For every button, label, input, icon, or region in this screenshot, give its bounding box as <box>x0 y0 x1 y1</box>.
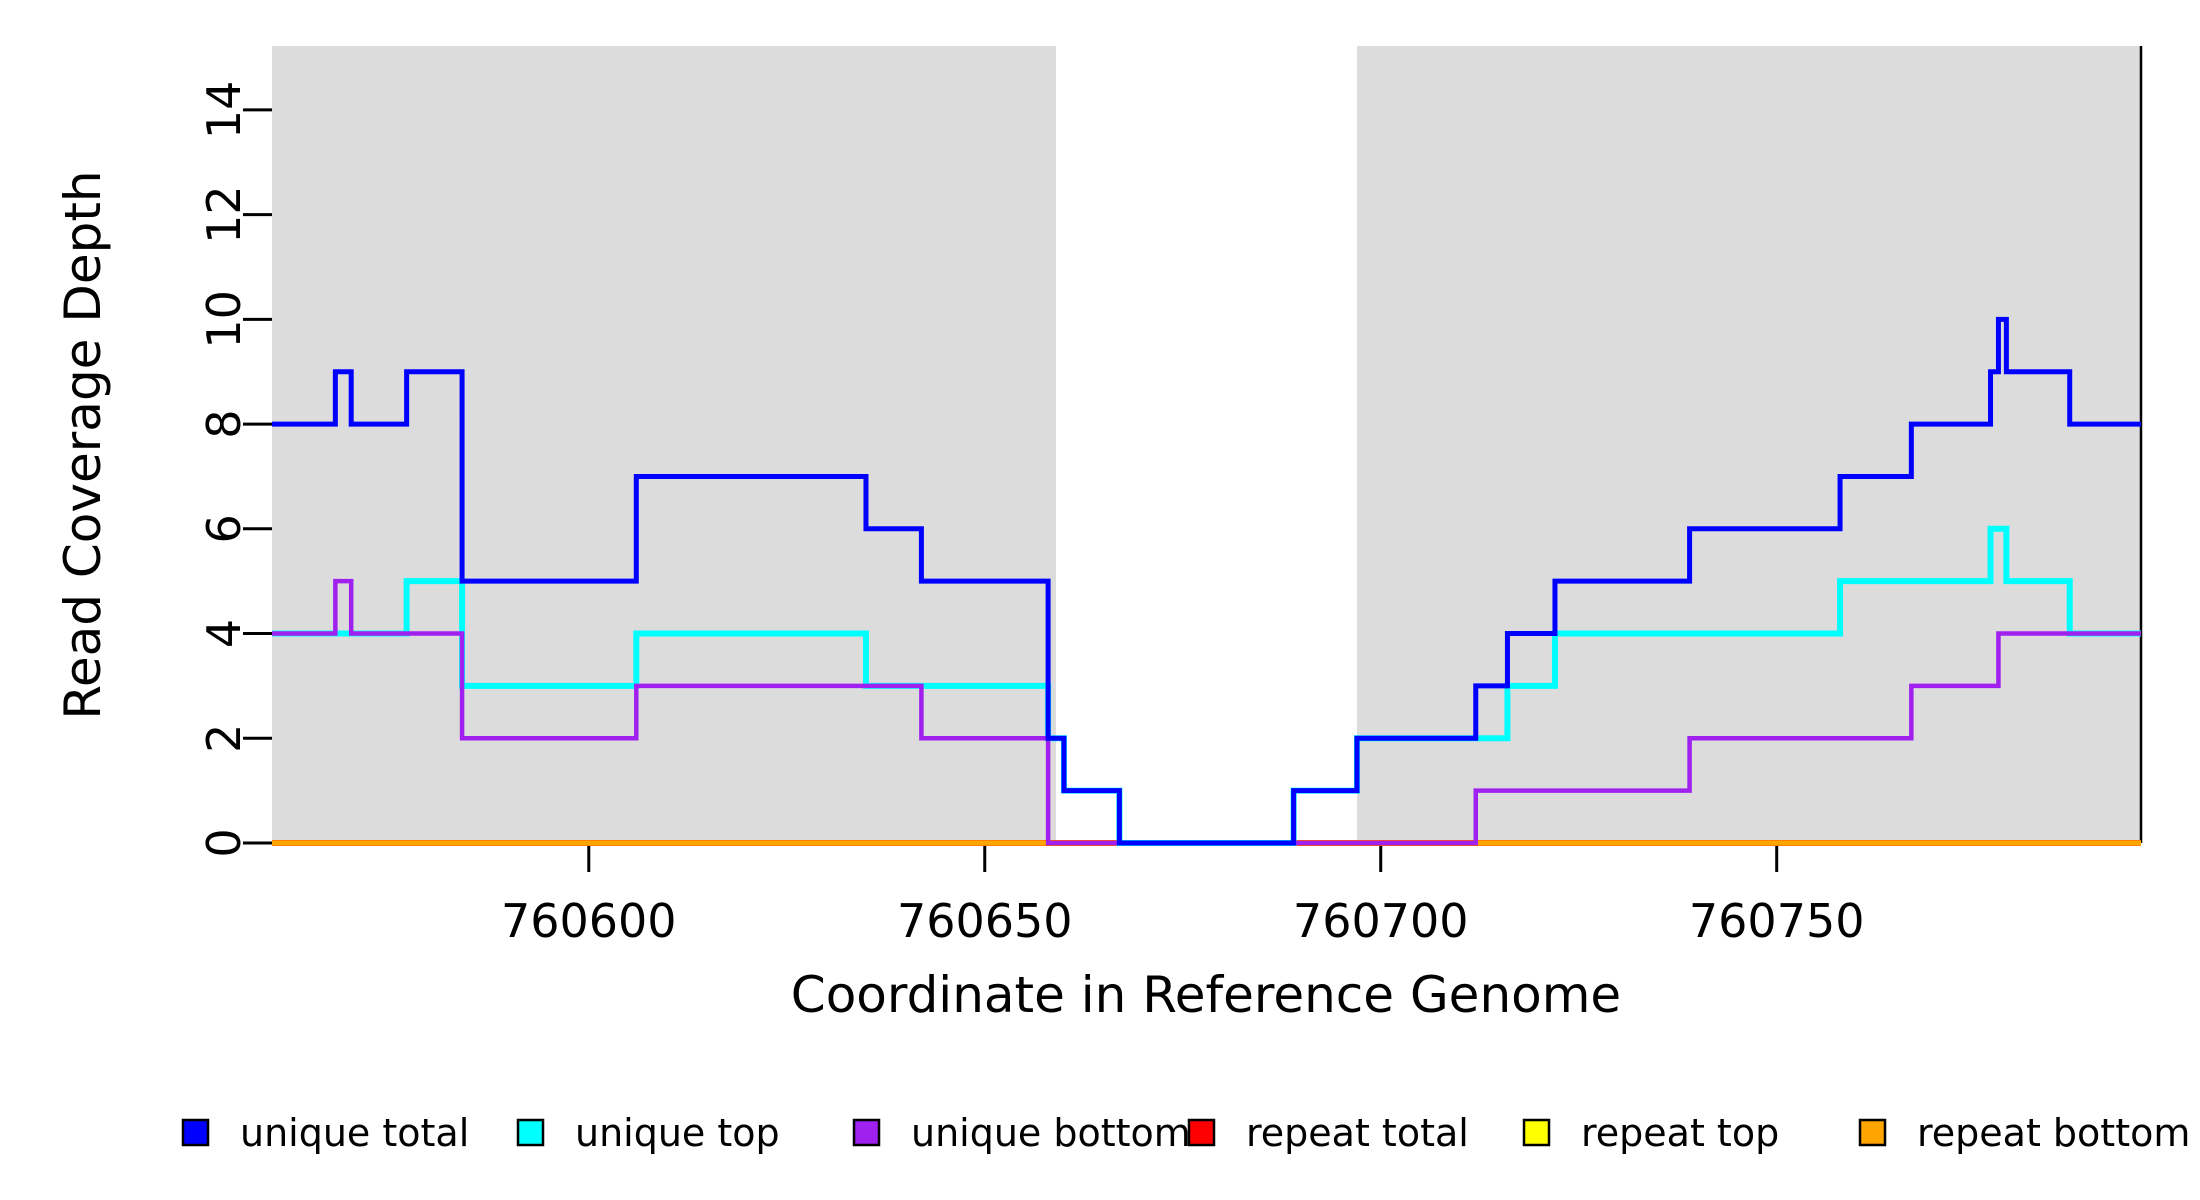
legend-label: repeat bottom <box>1917 1111 2190 1155</box>
axes-layer: 760600 760650 760700 760750 0 2 4 6 8 10 12 14 <box>197 81 1865 948</box>
y-tick-label: 4 <box>197 619 251 648</box>
y-tick-label: 12 <box>197 185 251 244</box>
series-unique-total-line <box>272 316 2141 846</box>
legend-item-repeat-bottom: repeat bottom <box>1858 1111 2190 1155</box>
repeat-region-shading <box>272 46 1057 843</box>
y-tick-label: 2 <box>197 724 251 753</box>
series-unique-bottom-line <box>272 578 2141 846</box>
legend-layer: unique total unique top unique bottom repea… <box>181 1111 2190 1155</box>
legend-label: repeat top <box>1581 1111 1779 1155</box>
legend-swatch-repeat-top <box>1522 1118 1551 1147</box>
legend-swatch-unique-total <box>181 1118 210 1147</box>
legend-label: repeat total <box>1246 1111 1469 1155</box>
y-tick-label: 8 <box>197 409 251 438</box>
series-layer <box>272 316 2141 846</box>
shading-layer <box>272 46 2143 843</box>
x-tick-label: 760600 <box>501 894 677 948</box>
legend-swatch-repeat-total <box>1187 1118 1216 1147</box>
legend-swatch-unique-top <box>516 1118 545 1147</box>
y-tick-label: 14 <box>197 81 251 140</box>
legend-item-repeat-total: repeat total <box>1187 1111 1469 1155</box>
x-tick-label: 760700 <box>1293 894 1469 948</box>
y-tick-label: 6 <box>197 514 251 543</box>
x-axis-title: Coordinate in Reference Genome <box>791 966 1621 1024</box>
repeat-region-shading <box>1356 46 2141 843</box>
legend-item-unique-bottom: unique bottom <box>852 1111 1191 1155</box>
legend-label: unique bottom <box>911 1111 1191 1155</box>
legend-label: unique top <box>575 1111 780 1155</box>
legend-swatch-repeat-bottom <box>1858 1118 1887 1147</box>
y-tick-label: 0 <box>197 828 251 857</box>
y-tick-label: 10 <box>197 290 251 349</box>
x-tick-label: 760750 <box>1689 894 1865 948</box>
legend-item-repeat-top: repeat top <box>1522 1111 1779 1155</box>
legend-item-unique-top: unique top <box>516 1111 780 1155</box>
y-axis-title: Read Coverage Depth <box>54 170 112 719</box>
legend-label: unique total <box>240 1111 469 1155</box>
x-tick-label: 760650 <box>897 894 1073 948</box>
legend-swatch-unique-bottom <box>852 1118 881 1147</box>
legend-item-unique-total: unique total <box>181 1111 469 1155</box>
